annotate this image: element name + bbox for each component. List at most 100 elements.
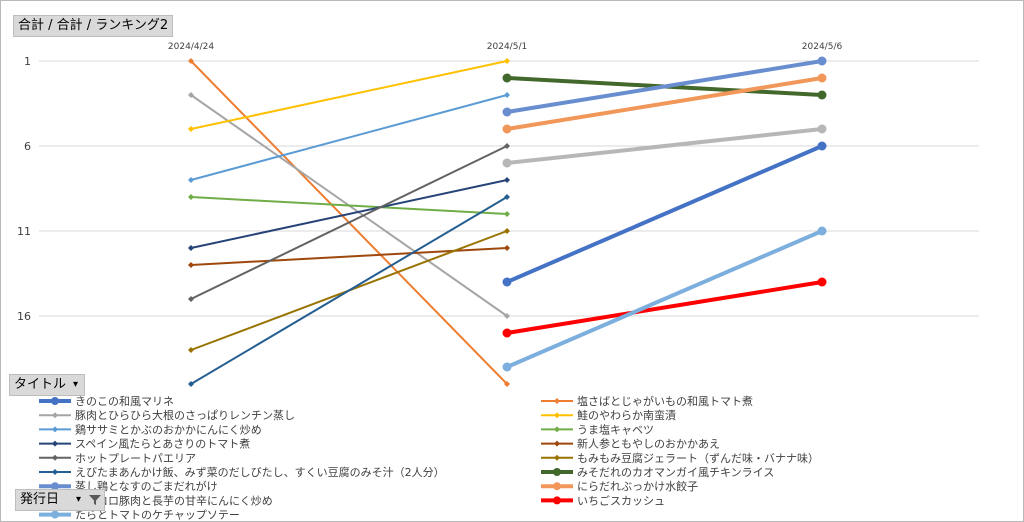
data-point[interactable] bbox=[502, 362, 512, 372]
data-point[interactable] bbox=[502, 73, 512, 83]
data-point[interactable] bbox=[188, 58, 194, 64]
series-line[interactable] bbox=[506, 127, 823, 165]
data-point[interactable] bbox=[817, 124, 827, 134]
data-point[interactable] bbox=[188, 381, 194, 387]
legend-marker bbox=[51, 397, 59, 405]
legend-label: 蒸し鶏となすのごまだれがけ bbox=[75, 479, 218, 493]
legend-item[interactable]: うま塩キャベツ bbox=[541, 422, 654, 436]
legend-item[interactable]: いちごスカッシュ bbox=[541, 493, 665, 507]
legend-item[interactable]: ホットプレートパエリア bbox=[39, 452, 196, 465]
legend-field-button[interactable]: タイトル ▾ bbox=[9, 374, 85, 396]
data-point[interactable] bbox=[188, 177, 194, 183]
data-point[interactable] bbox=[504, 194, 510, 200]
values-field-button[interactable]: 合計 / 合計 / ランキング2 bbox=[13, 15, 174, 37]
legend-label: きのこの和風マリネ bbox=[75, 395, 174, 408]
data-point[interactable] bbox=[502, 328, 512, 338]
y-tick-label: 11 bbox=[17, 225, 31, 238]
legend-item[interactable]: 塩さばとじゃがいもの和風トマト煮 bbox=[541, 394, 753, 408]
series-line[interactable] bbox=[190, 179, 508, 249]
series-line[interactable] bbox=[506, 59, 823, 114]
legend-marker bbox=[553, 482, 561, 491]
data-point[interactable] bbox=[817, 277, 827, 287]
legend-marker bbox=[52, 469, 58, 475]
legend-item[interactable]: スペイン風たらとあさりのトマト煮 bbox=[39, 438, 250, 451]
data-point[interactable] bbox=[817, 226, 827, 236]
legend-label: みそだれのカオマンガイ風チキンライス bbox=[577, 466, 774, 479]
legend-label: コロコロ豚肉と長芋の甘辛にんにく炒め bbox=[75, 493, 273, 507]
legend-label: 塩さばとじゃがいもの和風トマト煮 bbox=[577, 394, 753, 408]
data-point[interactable] bbox=[817, 90, 827, 100]
legend-item[interactable]: 新人参ともやしのおかかあえ bbox=[541, 437, 720, 451]
series-line[interactable] bbox=[190, 247, 508, 266]
x-category-label: 2024/5/6 bbox=[802, 42, 843, 52]
data-point[interactable] bbox=[188, 296, 194, 302]
data-point[interactable] bbox=[817, 73, 827, 83]
y-tick-label: 1 bbox=[24, 55, 31, 68]
legend-marker bbox=[52, 426, 58, 433]
data-point[interactable] bbox=[504, 381, 510, 387]
data-point[interactable] bbox=[502, 107, 512, 117]
data-point[interactable] bbox=[502, 158, 512, 168]
series-line[interactable] bbox=[190, 145, 508, 300]
legend-item[interactable]: もみもみ豆腐ジェラート（ずんだ味・バナナ味） bbox=[541, 451, 819, 465]
legend-marker bbox=[553, 468, 561, 476]
legend-label: 豚肉とひらひら大根のさっぱりレンチン蒸し bbox=[75, 408, 295, 422]
legend-item[interactable]: にらだれぶっかけ水餃子 bbox=[541, 479, 698, 493]
x-axis-categories: 2024/4/24 2024/5/1 2024/5/6 bbox=[168, 42, 843, 52]
data-point[interactable] bbox=[504, 211, 510, 217]
data-point[interactable] bbox=[188, 92, 194, 98]
legend-item[interactable]: 鶏ササミとかぶのおかかにんにく炒め bbox=[39, 422, 262, 436]
data-point[interactable] bbox=[502, 277, 512, 287]
legend-item[interactable]: みそだれのカオマンガイ風チキンライス bbox=[541, 466, 774, 479]
series-line[interactable] bbox=[506, 229, 823, 369]
legend-label: もみもみ豆腐ジェラート（ずんだ味・バナナ味） bbox=[577, 451, 819, 465]
data-point[interactable] bbox=[188, 245, 194, 251]
legend-item[interactable]: えびたまあんかけ飯、みず菜のだしびたし、すくい豆腐のみそ汁（2人分） bbox=[39, 465, 445, 479]
data-point[interactable] bbox=[504, 177, 510, 183]
series-line[interactable] bbox=[506, 76, 823, 131]
filter-icon[interactable] bbox=[88, 493, 102, 507]
legend-marker bbox=[554, 412, 560, 419]
data-point[interactable] bbox=[188, 347, 194, 353]
legend-item[interactable]: 鮭のやわらか南蛮漬 bbox=[541, 408, 676, 422]
data-point[interactable] bbox=[504, 143, 510, 149]
legend-item[interactable]: 豚肉とひらひら大根のさっぱりレンチン蒸し bbox=[39, 408, 295, 422]
series-line[interactable] bbox=[506, 280, 823, 335]
series-line[interactable] bbox=[190, 196, 508, 385]
data-point[interactable] bbox=[188, 194, 194, 200]
legend-item[interactable]: きのこの和風マリネ bbox=[39, 395, 174, 408]
data-point[interactable] bbox=[504, 313, 510, 319]
series bbox=[188, 194, 510, 387]
legend-item[interactable]: 蒸し鶏となすのごまだれがけ bbox=[39, 479, 218, 493]
legend-label: 新人参ともやしのおかかあえ bbox=[577, 437, 720, 451]
axis-field-button[interactable]: 発行日 ▾ bbox=[15, 489, 105, 511]
data-point[interactable] bbox=[504, 228, 510, 234]
chevron-down-icon[interactable]: ▾ bbox=[76, 494, 82, 505]
data-point[interactable] bbox=[502, 124, 512, 134]
series bbox=[502, 226, 827, 372]
legend-item[interactable]: たらとトマトのケチャップソテー bbox=[39, 509, 240, 521]
series bbox=[502, 73, 827, 134]
series bbox=[188, 143, 510, 302]
legend-marker bbox=[554, 426, 560, 433]
chevron-down-icon[interactable]: ▾ bbox=[72, 379, 78, 390]
series-line[interactable] bbox=[190, 196, 508, 215]
data-point[interactable] bbox=[188, 262, 194, 268]
data-point[interactable] bbox=[188, 126, 194, 132]
data-point[interactable] bbox=[504, 58, 510, 64]
data-point[interactable] bbox=[817, 56, 827, 66]
data-point[interactable] bbox=[817, 141, 827, 151]
legend-marker bbox=[51, 510, 59, 519]
legend-label: たらとトマトのケチャップソテー bbox=[75, 509, 240, 521]
x-category-label: 2024/5/1 bbox=[487, 42, 527, 52]
y-tick-label: 6 bbox=[24, 140, 31, 153]
data-point[interactable] bbox=[504, 92, 510, 98]
legend-marker bbox=[554, 440, 560, 447]
data-point[interactable] bbox=[504, 245, 510, 251]
series-line[interactable] bbox=[190, 60, 508, 130]
series-line[interactable] bbox=[190, 94, 508, 181]
series-line[interactable] bbox=[506, 144, 823, 284]
gridlines bbox=[39, 60, 979, 317]
series bbox=[188, 58, 510, 132]
